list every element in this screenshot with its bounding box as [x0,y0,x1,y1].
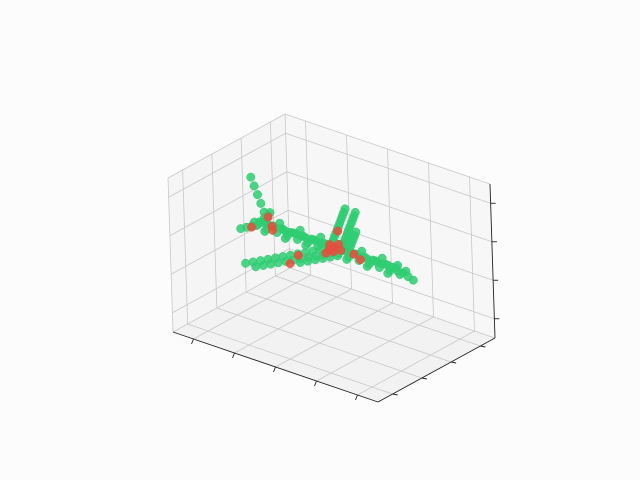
y-tick [421,377,427,380]
data-point [340,204,350,214]
z-axis-line [489,183,496,339]
y-tick [392,393,398,396]
z-gridline-back [287,209,494,281]
data-point [246,172,256,182]
x-gridline-back [346,134,352,290]
x-gridline-floor [234,288,352,354]
data-point [273,258,283,268]
y-gridline-floor [275,275,481,347]
data-point [236,224,246,234]
x-tick [232,352,235,359]
data-point [256,198,266,208]
data-point [285,259,295,269]
pane-edge [172,267,291,333]
y-tick [451,361,457,364]
series-0 [236,172,418,285]
left-pane [168,114,290,332]
data-point [251,262,261,272]
data-point [334,239,343,249]
data-point [249,181,259,191]
data-point [295,225,305,235]
pane-edge [167,177,174,333]
data-point [293,235,302,244]
data-point [316,232,326,242]
x-tick [314,380,317,387]
data-point [357,246,367,256]
data-point [266,259,276,269]
data-point [375,263,384,272]
data-point [356,255,365,265]
data-point [351,227,361,237]
data-point [303,256,313,266]
z-gridline-back [286,171,493,243]
z-gridline-left [168,132,286,198]
data-point [342,254,352,264]
data-point [263,212,273,222]
pane-edge [167,113,286,179]
y-tick [480,345,486,348]
data-point [350,207,360,217]
z-gridline-back [285,132,491,204]
data-point [310,255,320,265]
data-point [377,253,387,263]
x-gridline-back [469,176,475,332]
data-point [321,248,331,258]
data-point [247,222,257,232]
y-axis-line [377,337,496,403]
x-gridline-floor [275,302,393,368]
pane-edge [284,113,491,185]
z-gridline-left [169,171,288,237]
data-point [362,261,372,271]
data-point [349,249,359,259]
data-point [383,268,393,278]
x-tick [355,394,358,401]
data-point [253,190,262,200]
pane-edge [289,267,496,339]
data-point [258,261,268,270]
data-points [236,172,418,285]
data-point [241,258,251,268]
x-tick [273,366,276,373]
data-point [268,225,278,235]
x-gridline-floor [357,330,475,396]
y-gridline-floor [216,307,423,379]
x-gridline-floor [193,274,311,340]
y-gridline-floor [187,323,393,395]
x-tick [191,338,194,345]
y-gridline-floor [245,291,452,363]
series-1 [247,212,365,269]
x-gridline-back [428,162,434,318]
y-gridline-left [269,121,276,277]
data-point [293,250,303,260]
pane-edge [284,113,291,269]
data-point [275,218,285,228]
data-point [408,275,418,285]
data-point [260,226,270,236]
x-gridline-floor [316,316,434,382]
axis-ticks [191,202,500,401]
data-point [280,233,290,243]
data-point [395,270,405,279]
data-point [333,226,343,236]
x-gridline-back [387,148,393,304]
data-point [393,260,403,270]
gridlines [167,113,496,396]
y-gridline-left [211,153,218,309]
y-gridline-left [182,169,189,325]
